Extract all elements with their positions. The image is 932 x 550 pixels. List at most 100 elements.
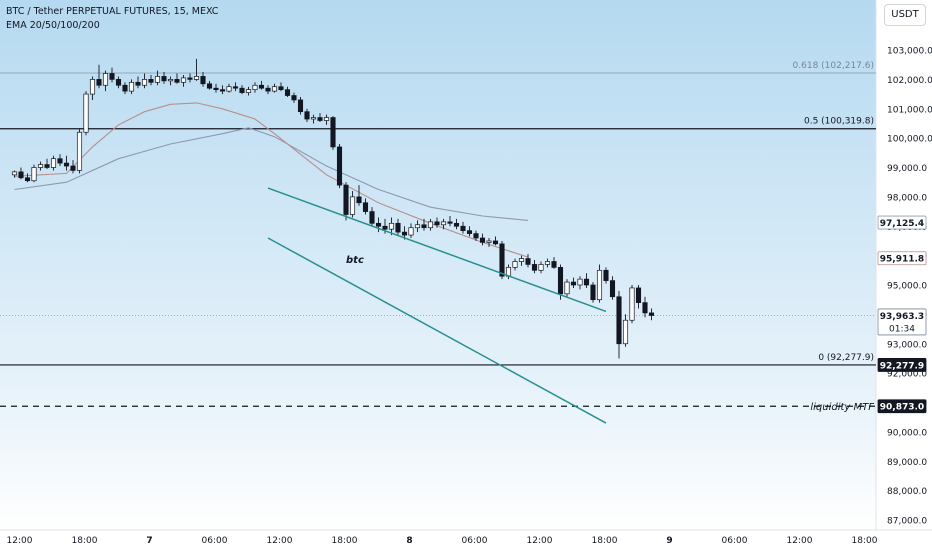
candle-body	[356, 196, 362, 204]
candle-body	[564, 281, 570, 295]
candle-body	[421, 224, 427, 229]
candle-body	[557, 267, 564, 295]
y-tick-label: 89,000.0	[887, 458, 927, 468]
price-label-box	[877, 215, 927, 230]
x-tick-label: 18:00	[852, 536, 878, 546]
candle-body	[63, 162, 70, 167]
candle-body	[551, 261, 557, 268]
candle-body	[297, 99, 304, 113]
candle-body	[31, 167, 37, 182]
x-tick-label: 12:00	[527, 536, 553, 546]
candle-body	[193, 76, 200, 80]
candle-body	[265, 87, 271, 92]
candle-body	[232, 86, 239, 89]
y-tick-label: 95,000.0	[887, 282, 927, 292]
annotation-btc: btc	[346, 255, 364, 266]
candle-body	[180, 77, 187, 83]
price-label-text: 93,963.3	[880, 312, 924, 322]
candle-body	[310, 117, 317, 120]
candle-body	[473, 233, 479, 239]
candle-body	[583, 278, 590, 286]
price-label-box	[877, 358, 927, 372]
price-label-text: 95,911.8	[880, 255, 924, 265]
candle-body	[369, 211, 375, 224]
candle-body	[492, 240, 499, 245]
y-tick-label: 99,000.0	[887, 164, 927, 174]
candle-body	[252, 84, 258, 91]
candle-body	[141, 79, 148, 86]
candle-body	[18, 171, 24, 179]
candle-body	[635, 287, 642, 303]
candle-body	[596, 269, 603, 301]
x-tick-label: 06:00	[722, 536, 748, 546]
candle-body	[271, 86, 278, 92]
channel-lower-line[interactable]	[267, 237, 607, 424]
time-axis-background	[0, 530, 932, 550]
candle-body	[512, 261, 518, 268]
price-label-box	[877, 251, 927, 266]
y-tick-label: 102,000.0	[887, 76, 932, 86]
candle-body	[518, 258, 525, 262]
candle-body	[135, 81, 141, 86]
y-tick-label: 88,000.0	[887, 487, 927, 497]
chart-title: BTC / Tether PERPETUAL FUTURES, 15, MEXC	[6, 6, 219, 17]
candle-body	[102, 73, 109, 86]
candle-body	[414, 224, 421, 229]
x-tick-label: 9	[666, 536, 672, 546]
candle-body	[453, 222, 460, 227]
price-label-text: 97,125.4	[880, 219, 924, 229]
candle-body	[609, 280, 616, 298]
currency-button[interactable]: USDT	[884, 4, 926, 26]
indicator-legend: EMA 20/50/100/200	[6, 20, 100, 31]
candle-body	[486, 240, 492, 243]
candle-body	[362, 202, 369, 212]
price-label-text: 90,873.0	[880, 403, 924, 413]
y-tick-label: 101,000.0	[887, 105, 932, 115]
candle-body	[37, 164, 44, 168]
candle-body	[76, 131, 83, 171]
candle-body	[226, 86, 232, 92]
candle-body	[278, 86, 284, 91]
candle-body	[115, 79, 122, 86]
ema-mid-line	[14, 102, 529, 258]
candle-body	[531, 264, 538, 271]
candle-body	[206, 83, 213, 89]
price-label-box	[877, 399, 927, 414]
candle-body	[544, 261, 551, 265]
candle-body	[57, 158, 63, 164]
candle-body	[538, 264, 544, 271]
candle-body	[525, 258, 531, 265]
candle-body	[317, 117, 323, 121]
x-tick-label: 18:00	[332, 536, 358, 546]
candle-body	[167, 79, 174, 82]
candle-body	[330, 117, 336, 148]
candle-body	[388, 222, 395, 230]
x-tick-label: 12:00	[267, 536, 293, 546]
y-tick-label: 87,000.0	[887, 517, 927, 527]
x-tick-label: 12:00	[7, 536, 33, 546]
x-tick-label: 06:00	[462, 536, 488, 546]
candle-body	[499, 243, 505, 277]
candle-body	[401, 231, 408, 236]
candle-body	[148, 79, 154, 83]
candle-body	[89, 79, 96, 95]
candle-body	[154, 76, 161, 83]
candle-body	[408, 227, 414, 236]
ema-long-line	[14, 127, 529, 221]
candle-body	[24, 177, 31, 182]
candle-body	[70, 165, 76, 171]
candle-body	[603, 269, 609, 281]
annotation-liquidity: liquidity MTF	[810, 402, 874, 413]
candle-body	[109, 73, 115, 80]
price-label-countdown: 01:34	[889, 324, 915, 334]
candle-body	[200, 76, 206, 85]
candle-body	[343, 184, 349, 215]
channel-upper-line[interactable]	[267, 187, 607, 313]
fib-level-label: 0.5 (100,319.8)	[804, 117, 874, 127]
candle-body	[427, 221, 434, 229]
candle-body	[245, 89, 252, 93]
candle-body	[434, 221, 440, 226]
y-tick-label: 93,000.0	[887, 340, 927, 350]
candle-body	[629, 287, 635, 321]
